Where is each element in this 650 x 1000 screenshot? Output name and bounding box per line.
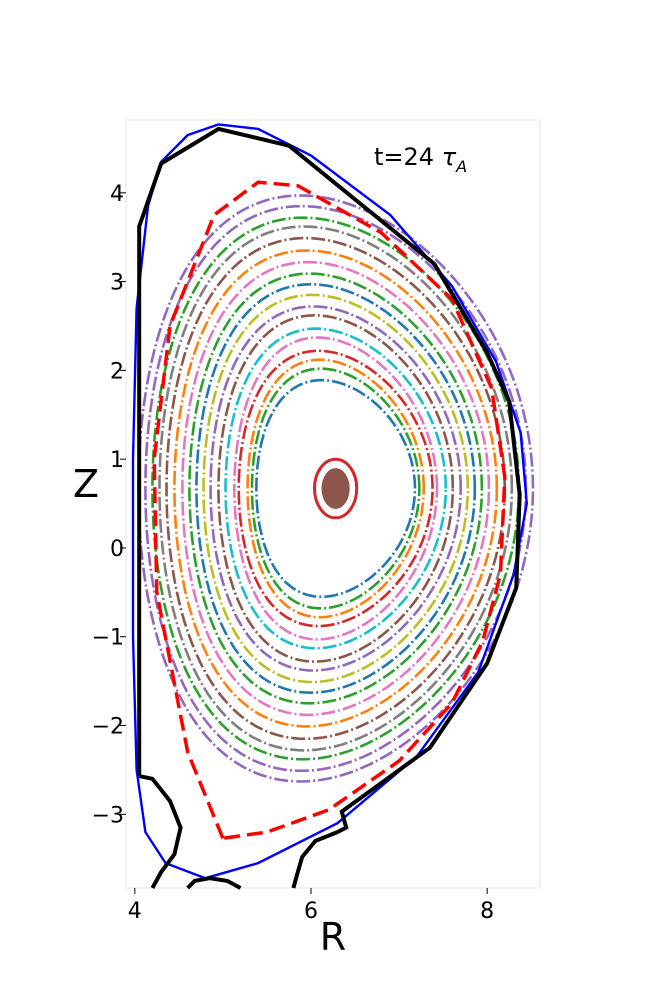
flux-surface-2 [250,367,421,610]
plot-marks [131,123,535,890]
flux-surface-17 [144,204,528,773]
y-tick-label: −3 [92,803,124,828]
flux-surface-1 [255,378,417,599]
flux-surface-10 [195,282,477,695]
y-tick-label: 3 [110,271,124,296]
y-tick-label: −1 [92,626,124,651]
time-annotation: t=24 τA [374,143,467,176]
plot-frame [125,119,541,889]
flux-surface-12 [181,260,491,717]
flux-surface-11 [188,272,484,705]
x-tick-label: 4 [128,899,142,924]
divertor-wall-2 [291,830,339,889]
y-tick-label: 1 [110,448,124,473]
flux-surface-6 [224,327,447,650]
first-wall-line [137,126,522,834]
divertor-wall-3 [186,876,242,890]
flux-surface-9 [202,293,470,684]
flux-surface-3 [246,358,425,619]
flux-surface-13 [173,249,499,728]
y-tick-label: 0 [110,537,124,562]
magnetic-axis-core [321,468,350,509]
y-tick-label: 2 [110,359,124,384]
x-tick-label: 8 [480,899,494,924]
x-tick-labels: 4 6 8 [128,888,494,924]
core-surface [313,457,359,520]
flux-surface-4 [237,349,434,628]
separatrix-line [152,180,507,841]
y-tick-label: −2 [92,715,124,740]
y-tick-labels: 4 3 2 1 0 −1 −2 −3 [92,182,126,828]
y-axis-label: Z [73,462,99,506]
time-annotation-tau: τ [442,143,457,171]
divertor-wall-1 [138,774,183,889]
x-axis-label: R [320,915,346,959]
time-annotation-subscript: A [455,157,467,176]
flux-surface-15 [158,225,514,752]
flux-surface-8 [209,305,462,672]
flux-surface-5 [232,336,439,641]
flux-surface-14 [165,236,507,741]
time-annotation-main: t=24 [374,143,442,171]
x-tick-label: 6 [304,899,318,924]
y-tick-label: 4 [110,182,124,207]
